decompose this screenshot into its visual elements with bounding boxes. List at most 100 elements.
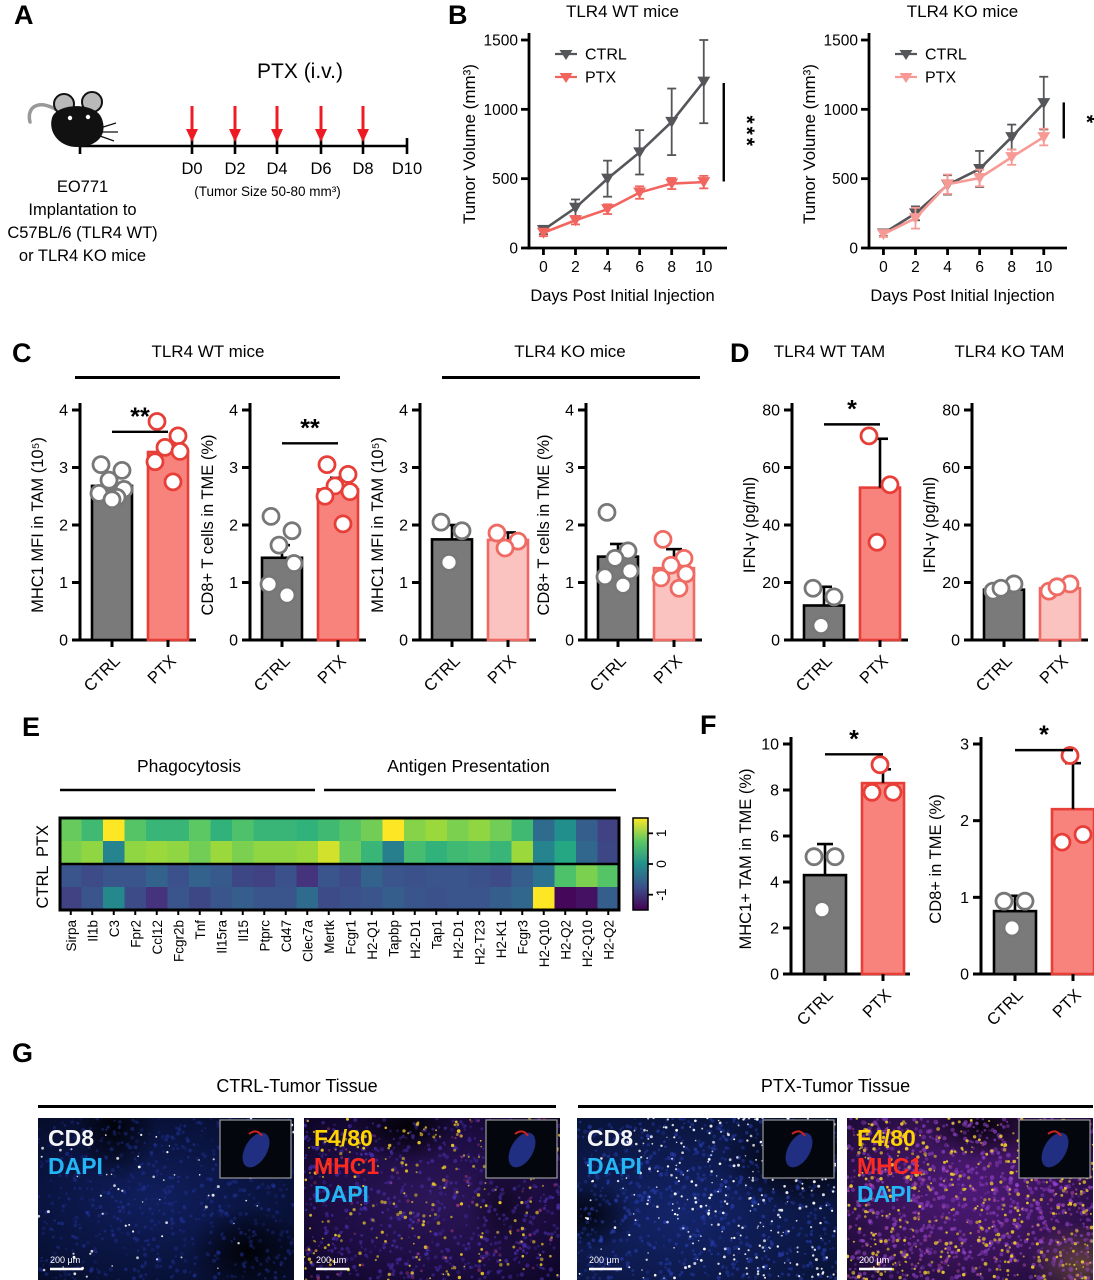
- channel-label-f480: F4/80: [314, 1125, 373, 1151]
- svg-text:D6: D6: [310, 160, 331, 178]
- category-label: CTRL: [251, 652, 294, 695]
- svg-text:200 μm: 200 μm: [316, 1255, 346, 1265]
- significance-marker: ***: [722, 82, 758, 182]
- data-dot: [495, 538, 515, 558]
- svg-text:Tapbp: Tapbp: [386, 920, 401, 957]
- svg-text:4: 4: [399, 403, 408, 420]
- svg-text:H2-T23: H2-T23: [472, 920, 487, 965]
- data-dot: [613, 575, 633, 595]
- bar-group-ctrl: [982, 574, 1026, 647]
- triangle-marker: [908, 213, 922, 225]
- svg-text:2: 2: [571, 259, 580, 276]
- data-dot: [317, 455, 337, 475]
- data-dot: [859, 426, 879, 446]
- group-title-ptx-tissue: PTX-Tumor Tissue: [760, 1076, 911, 1096]
- svg-text:1: 1: [59, 575, 68, 592]
- data-dot: [1052, 832, 1072, 852]
- group-title-wt-mice: TLR4 WT mice: [151, 342, 265, 361]
- data-dot: [669, 578, 689, 598]
- svg-text:0: 0: [229, 633, 238, 650]
- data-dot: [282, 521, 302, 541]
- bar: [316, 488, 360, 642]
- data-dot: [811, 616, 831, 636]
- svg-text:H2-Q10: H2-Q10: [537, 920, 552, 967]
- triangle-marker: [1005, 132, 1019, 144]
- panel-label-a: A: [14, 0, 34, 30]
- channel-labels: CD8 DAPI: [587, 1124, 642, 1180]
- svg-text:8: 8: [1007, 259, 1016, 276]
- svg-text:0: 0: [951, 633, 960, 650]
- data-dot: [277, 585, 297, 605]
- micrograph-ctrl-f480-mhc1-dapi: 200 μm F4/80 MHC1 DAPI: [304, 1118, 560, 1280]
- bar-group-ptx: [651, 529, 696, 647]
- svg-text:D8: D8: [352, 160, 373, 178]
- triangle-marker: [665, 178, 679, 190]
- data-dot: [595, 567, 615, 587]
- channel-labels: F4/80 MHC1 DAPI: [857, 1124, 922, 1208]
- data-dot: [102, 490, 122, 510]
- data-dot: [870, 755, 890, 775]
- data-dot: [487, 523, 507, 543]
- svg-text:60: 60: [942, 460, 960, 477]
- svg-text:Fcgr2b: Fcgr2b: [171, 920, 186, 962]
- bar-group-ptx: [860, 755, 906, 981]
- data-dot: [651, 568, 671, 588]
- bar-group-ctrl: [992, 891, 1038, 981]
- y-axis-label: MHC1 MFI in TAM (10⁵): [29, 437, 47, 613]
- legend: CTRL PTX: [555, 47, 627, 87]
- data-dot: [991, 578, 1011, 598]
- data-dot: [112, 460, 132, 480]
- category-label: PTX: [1036, 652, 1071, 687]
- data-dot: [1060, 746, 1080, 765]
- chart-title-tlr4-ko-mice: TLR4 KO mice: [906, 2, 1019, 21]
- bar-chart-mhc1-tam-tme: 0 2 4 6 8 10 MHC1+ TAM in TME (%) CTRL PTX *: [737, 725, 910, 1029]
- svg-text:4: 4: [943, 259, 952, 276]
- bar-chart-ifng-wt: 0 20 40 60 80 IFN-γ (pg/ml) CTRL PTX *: [741, 395, 908, 695]
- y-axis-label: CD8+ in TME (%): [927, 794, 945, 923]
- svg-text:3: 3: [565, 460, 574, 477]
- triangle-marker: [697, 76, 711, 88]
- svg-text:0: 0: [879, 259, 888, 276]
- category-label: CTRL: [793, 652, 836, 695]
- svg-text:4: 4: [603, 259, 612, 276]
- category-label: PTX: [484, 652, 519, 687]
- data-dot: [431, 512, 451, 532]
- category-label: PTX: [144, 652, 179, 687]
- svg-text:0: 0: [653, 860, 669, 868]
- data-dot: [439, 552, 459, 572]
- data-dot: [1015, 891, 1035, 911]
- colorbar: 1 0 -1: [632, 817, 669, 911]
- svg-text:2: 2: [911, 259, 920, 276]
- svg-text:4: 4: [59, 403, 68, 420]
- svg-text:D0: D0: [181, 160, 202, 178]
- triangle-marker: [601, 204, 615, 216]
- svg-text:H2-Q2: H2-Q2: [601, 920, 616, 960]
- svg-text:40: 40: [942, 518, 960, 535]
- data-dot: [824, 587, 844, 607]
- data-dot: [605, 548, 625, 568]
- injection-arrows: [186, 106, 369, 142]
- svg-text:3: 3: [399, 460, 408, 477]
- data-dot: [812, 900, 832, 920]
- svg-text:Tap1: Tap1: [429, 920, 444, 949]
- svg-text:1: 1: [960, 890, 969, 907]
- triangle-marker: [536, 227, 550, 239]
- svg-text:2: 2: [59, 518, 68, 535]
- category-label: CTRL: [81, 652, 124, 695]
- svg-text:3: 3: [229, 460, 238, 477]
- implant-line-4: or TLR4 KO mice: [18, 247, 147, 265]
- group-underline-ctrl-tissue: [38, 1105, 556, 1108]
- category-label: PTX: [650, 652, 685, 687]
- data-dot: [168, 426, 188, 446]
- panel-label-d: D: [730, 338, 750, 368]
- marker-signal-layer: [304, 1118, 560, 1280]
- bar-chart-cd8-in-tme: 0 1 2 3 CD8+ in TME (%) CTRL PTX *: [927, 721, 1094, 1029]
- significance-marker: *: [824, 395, 880, 426]
- bar-group-ctrl: [595, 502, 640, 647]
- significance-marker: *: [1015, 721, 1073, 752]
- svg-text:0: 0: [399, 633, 408, 650]
- micrograph-ctrl-cd8-dapi: 200 μm CD8 DAPI: [38, 1118, 294, 1280]
- group-title-ko-mice: TLR4 KO mice: [514, 342, 626, 361]
- panel-label-f: F: [700, 710, 717, 740]
- group-underline-ptx-tissue: [578, 1105, 1093, 1108]
